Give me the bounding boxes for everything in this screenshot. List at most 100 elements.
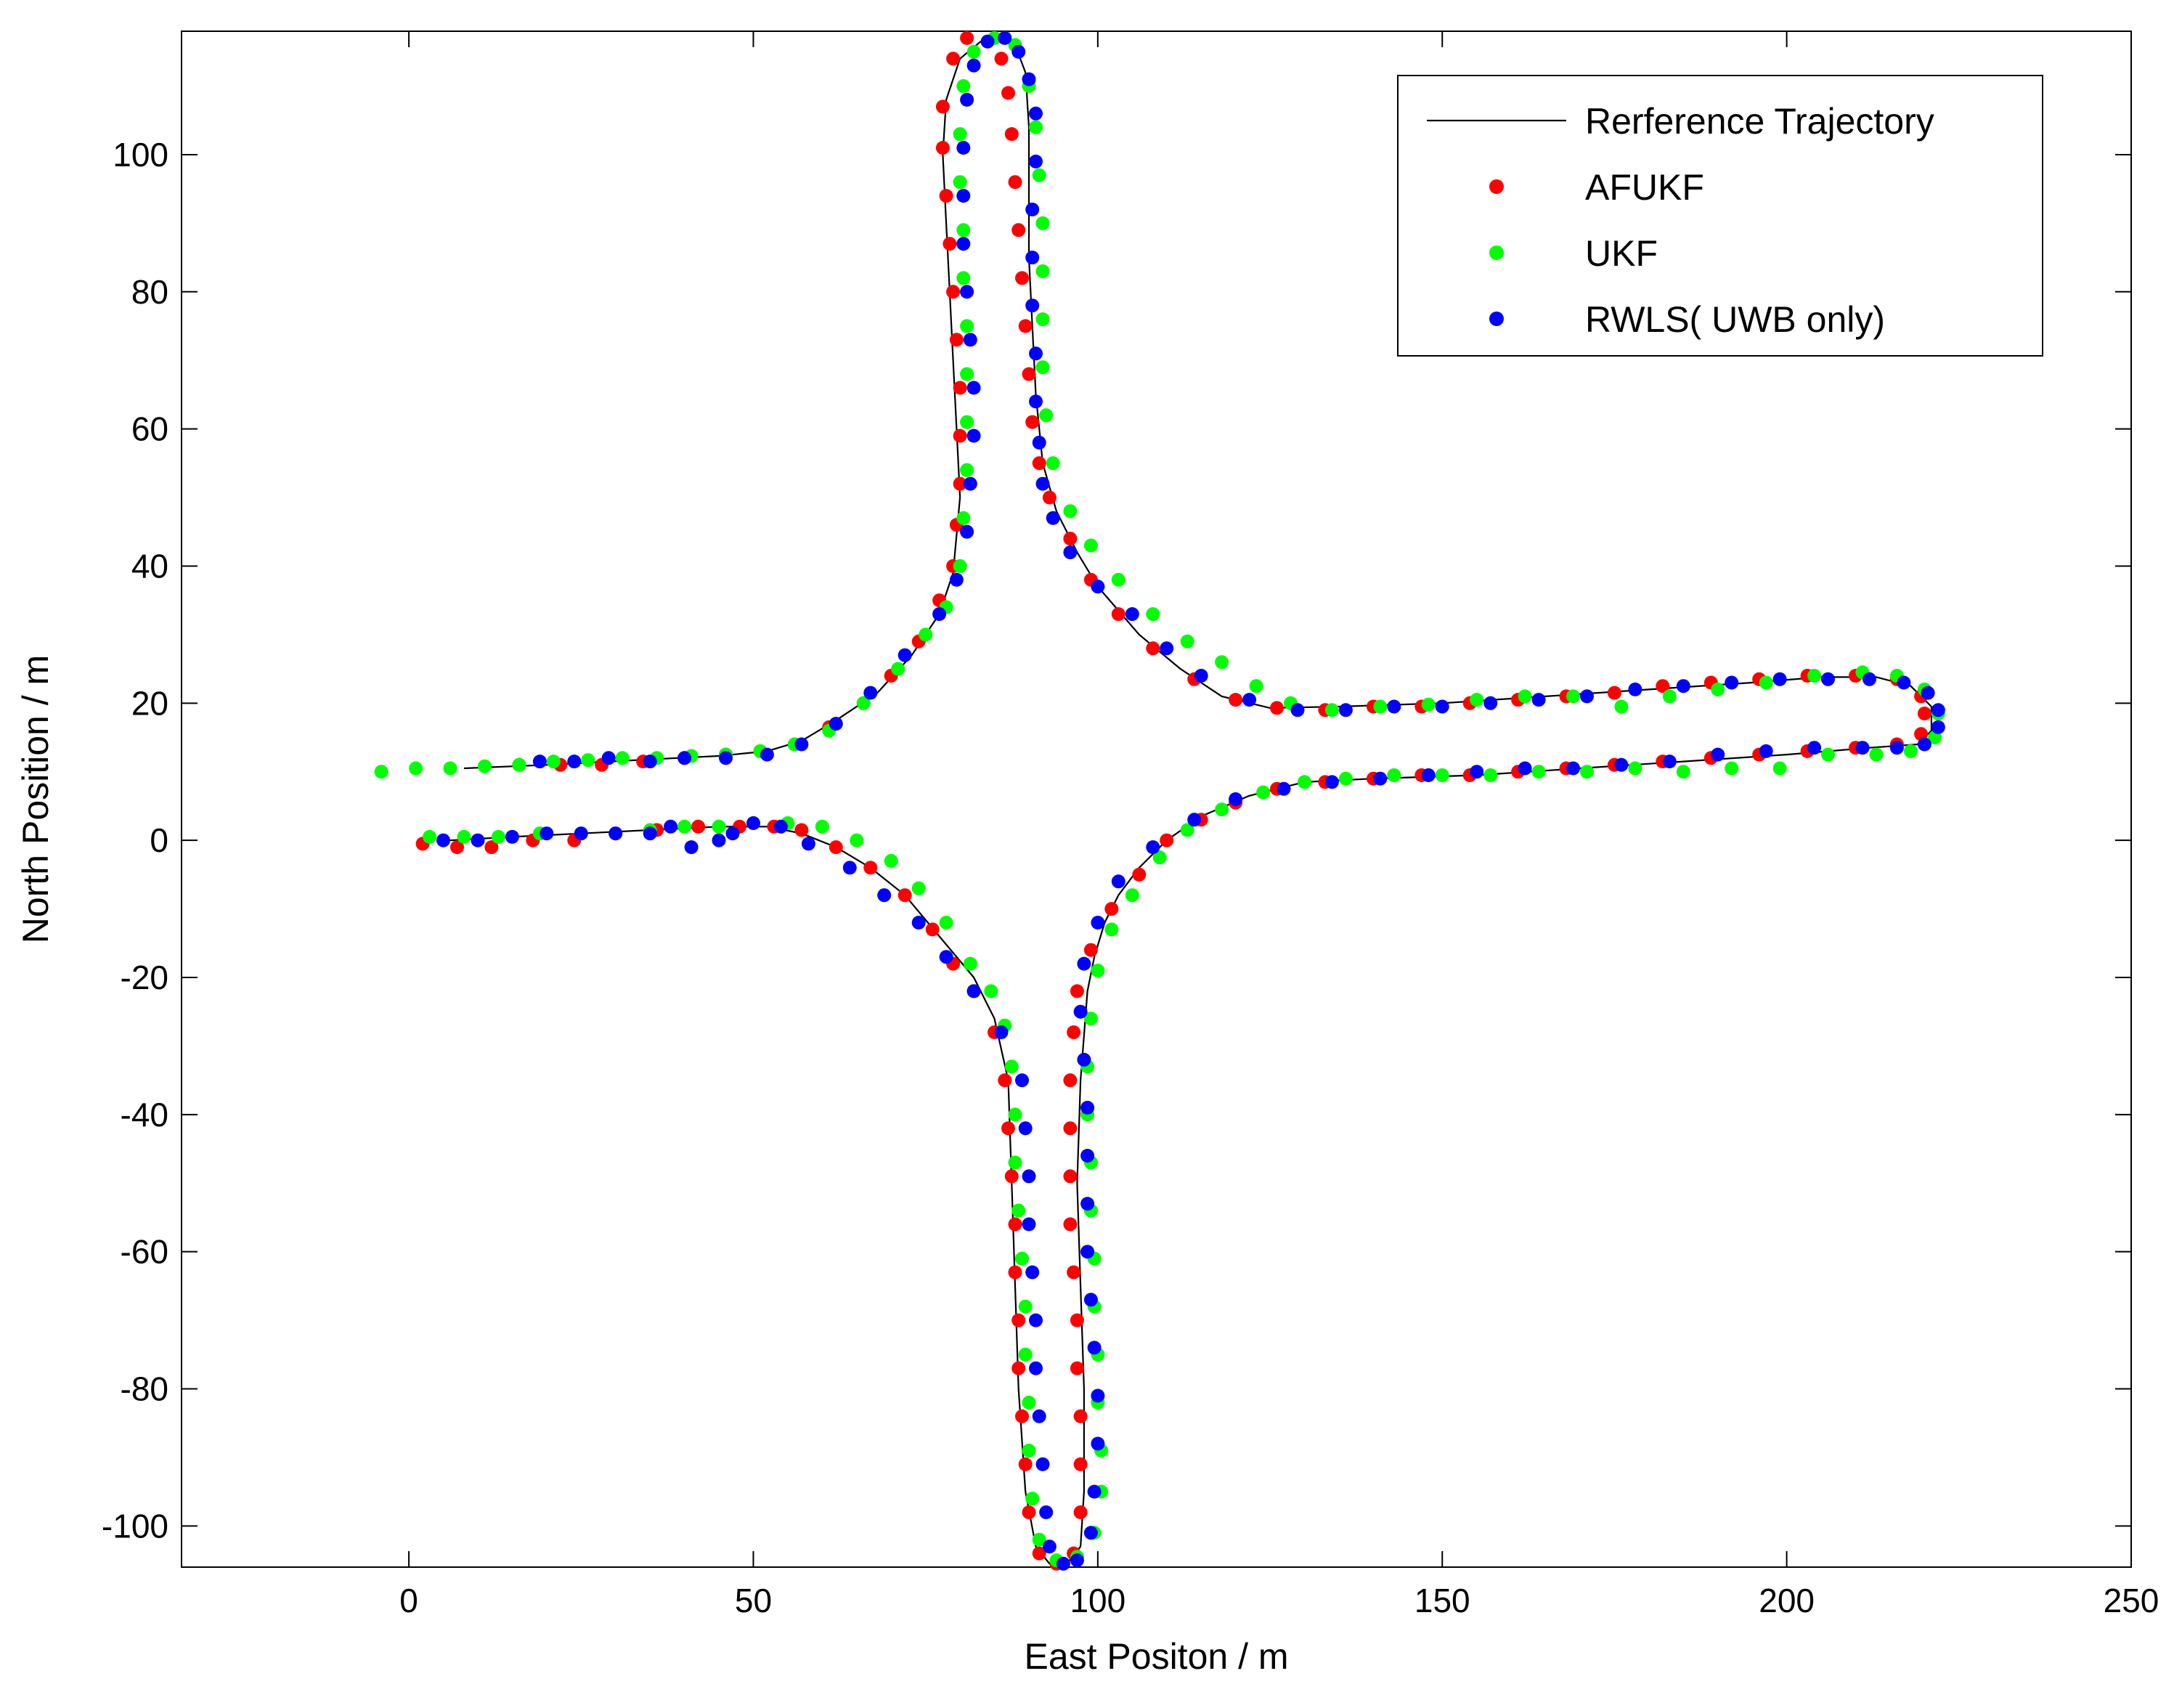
data-point <box>939 189 953 203</box>
data-point <box>512 757 526 772</box>
x-tick-label: 250 <box>2104 1582 2159 1619</box>
data-point <box>1903 744 1918 758</box>
legend-label: AFUKF <box>1585 167 1704 208</box>
data-point <box>374 765 388 779</box>
data-point <box>409 761 423 776</box>
data-point <box>1018 319 1033 333</box>
data-point <box>725 826 740 841</box>
data-point <box>1772 672 1787 686</box>
y-tick-label: -60 <box>121 1233 168 1271</box>
data-point <box>1298 775 1311 789</box>
data-point <box>1111 874 1125 889</box>
data-point <box>956 79 971 93</box>
data-point <box>1387 699 1401 714</box>
data-point <box>829 717 843 731</box>
data-point <box>956 189 971 203</box>
data-point <box>450 840 464 855</box>
data-point <box>1025 251 1040 265</box>
data-point <box>1067 1265 1081 1280</box>
data-point <box>984 984 998 999</box>
data-point <box>1022 367 1036 381</box>
data-point <box>1111 607 1125 622</box>
data-point <box>1004 127 1019 142</box>
data-point <box>1215 802 1229 817</box>
data-point <box>1229 792 1243 806</box>
data-point <box>1580 765 1594 779</box>
data-point <box>746 816 760 830</box>
data-point <box>998 1073 1012 1088</box>
data-point <box>1032 456 1046 471</box>
data-point <box>1931 703 1945 717</box>
data-point <box>963 476 977 491</box>
data-point <box>1080 1100 1095 1115</box>
data-point <box>956 237 971 251</box>
data-point <box>1917 707 1931 720</box>
data-point <box>994 1025 1009 1039</box>
y-tick-label: 60 <box>131 410 168 448</box>
data-point <box>1022 1444 1036 1457</box>
y-axis-label: North Position / m <box>15 655 56 943</box>
y-tick-label: 40 <box>131 547 168 585</box>
data-point <box>1025 1265 1040 1280</box>
data-point <box>471 833 485 847</box>
data-point <box>1146 607 1160 622</box>
data-point <box>1073 1004 1088 1019</box>
data-point <box>1011 1313 1026 1327</box>
data-point <box>601 751 616 765</box>
y-tick-label: -40 <box>121 1096 168 1134</box>
legend-dot-marker <box>1489 179 1504 194</box>
data-point <box>1025 298 1040 313</box>
data-point <box>1029 120 1043 134</box>
data-point <box>994 52 1009 66</box>
data-point <box>1869 747 1884 762</box>
x-tick-label: 150 <box>1414 1582 1470 1619</box>
data-point <box>1104 902 1119 916</box>
data-point <box>1015 271 1029 285</box>
data-point <box>1580 689 1594 704</box>
data-point <box>491 829 505 844</box>
data-point <box>684 840 699 855</box>
data-point <box>935 141 950 155</box>
data-point <box>1180 634 1194 648</box>
data-point <box>953 381 967 395</box>
data-point <box>1421 768 1436 782</box>
data-point <box>760 747 774 762</box>
y-tick-label: 0 <box>150 821 168 859</box>
data-point <box>1083 1012 1098 1026</box>
data-point <box>1018 1347 1033 1362</box>
data-point <box>615 751 630 765</box>
data-point <box>1566 689 1580 704</box>
data-point <box>998 30 1012 45</box>
data-point <box>1063 1169 1078 1184</box>
data-point <box>1022 1169 1036 1184</box>
data-point <box>1518 761 1532 776</box>
y-tick-label: 20 <box>131 684 168 722</box>
data-point <box>1008 1217 1022 1232</box>
data-point <box>1125 607 1139 622</box>
legend-box <box>1397 75 2043 357</box>
data-point <box>1067 1025 1081 1039</box>
data-point <box>1035 476 1050 491</box>
data-point <box>963 333 977 347</box>
plot-area <box>181 30 2132 1568</box>
data-point <box>1032 168 1046 182</box>
data-point <box>966 44 981 59</box>
data-point <box>960 30 974 45</box>
data-point <box>1387 768 1401 782</box>
data-point <box>1921 686 1935 700</box>
data-point <box>1470 693 1484 707</box>
data-point <box>1125 888 1139 903</box>
data-point <box>966 984 981 999</box>
data-point <box>1725 675 1739 690</box>
y-tick-label: -20 <box>121 959 168 996</box>
data-point <box>1160 833 1174 847</box>
data-point <box>1011 1361 1026 1375</box>
x-tick-label: 200 <box>1759 1582 1815 1619</box>
data-point <box>1091 1436 1105 1451</box>
data-point <box>1070 1361 1084 1375</box>
data-point <box>608 826 623 841</box>
data-point <box>1187 813 1202 827</box>
data-point <box>946 52 961 66</box>
data-point <box>1180 823 1194 837</box>
